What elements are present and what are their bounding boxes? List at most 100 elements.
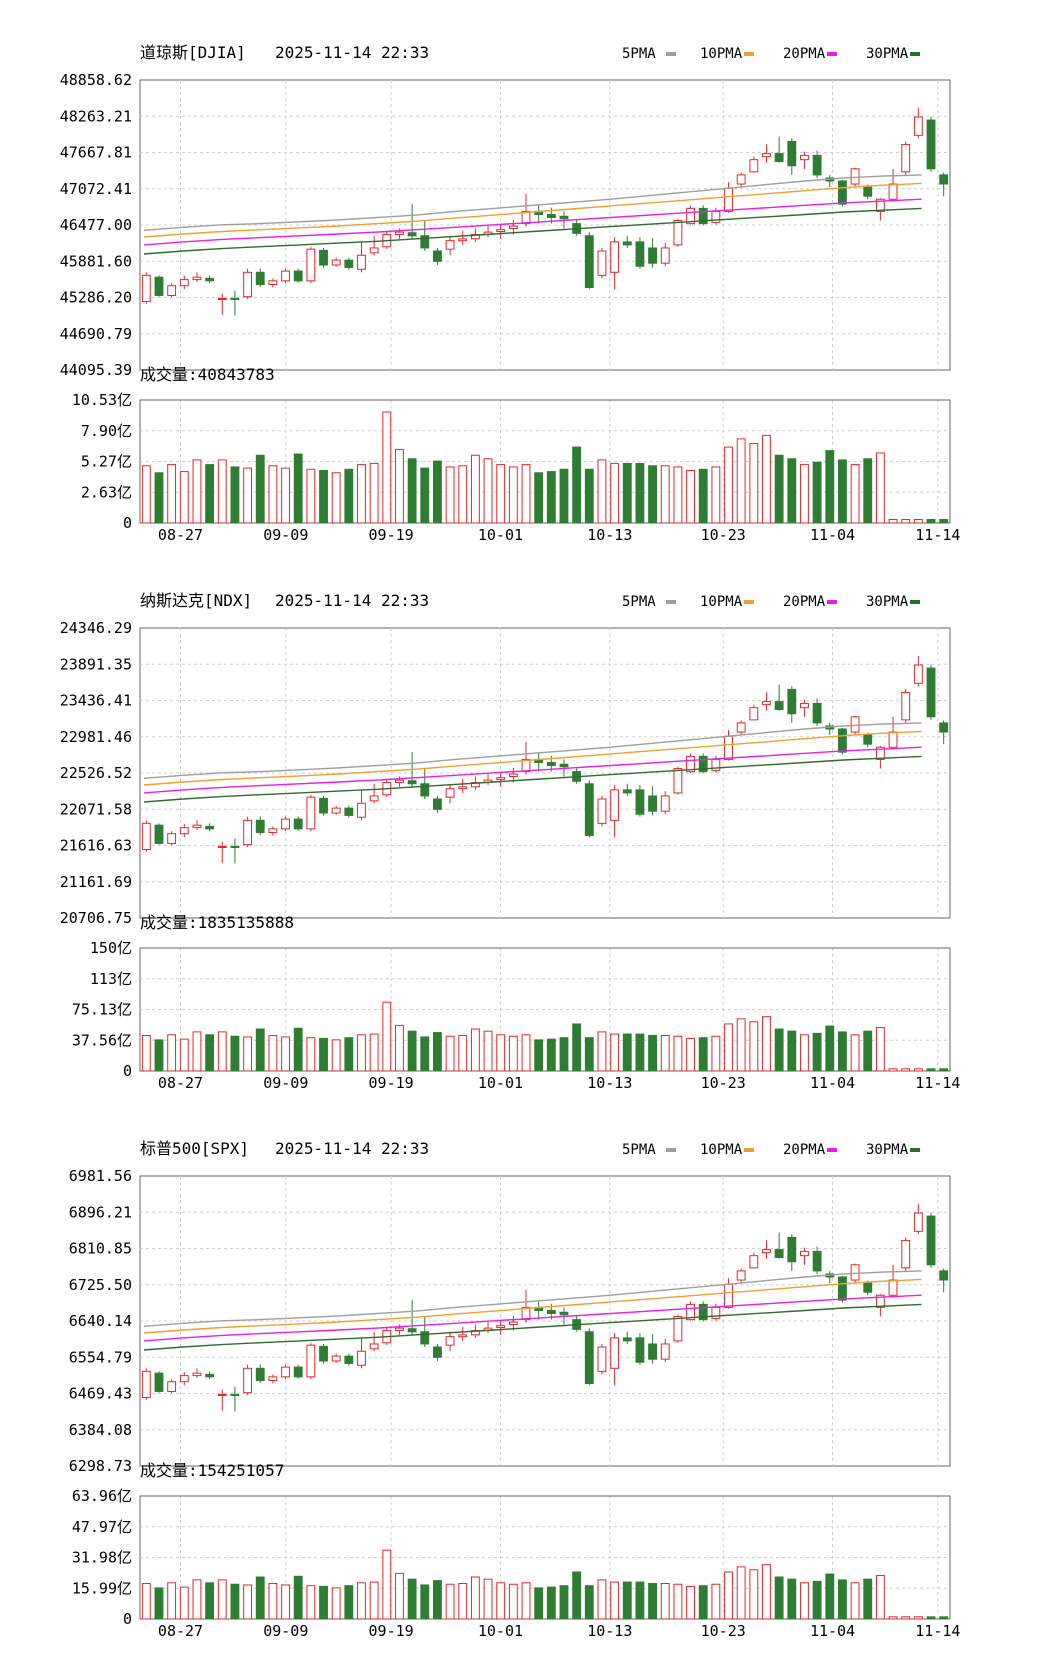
- candle-body-1-58: [875, 746, 885, 760]
- volume-bar-0-18: [369, 462, 379, 524]
- candle-body-2-0: [141, 1370, 151, 1399]
- candle-body-2-7: [230, 1393, 240, 1396]
- price-tick-1-8: 20706.75: [60, 909, 132, 927]
- candle-body-2-29: [508, 1321, 518, 1325]
- volume-bar-2-6: [217, 1579, 227, 1620]
- candle-body-0-62: [926, 119, 936, 170]
- volume-bar-0-20: [395, 448, 404, 524]
- candle-body-1-13: [306, 796, 316, 830]
- x-label-0-2: 09-19: [369, 526, 414, 544]
- price-tick-1-4: 22526.52: [60, 764, 132, 782]
- candle-body-2-43: [686, 1303, 695, 1321]
- chart-timestamp-1: 2025-11-14 22:33: [275, 591, 429, 610]
- volume-bar-0-14: [319, 469, 328, 524]
- candle-body-2-56: [850, 1264, 860, 1281]
- volume-bar-1-41: [660, 1035, 670, 1072]
- candle-body-2-5: [205, 1373, 215, 1378]
- volume-bar-2-22: [420, 1584, 430, 1620]
- candle-body-2-28: [496, 1325, 506, 1329]
- volume-bar-2-2: [167, 1582, 177, 1620]
- candle-body-2-14: [319, 1345, 328, 1362]
- candle-body-0-53: [812, 154, 822, 176]
- volume-bar-0-23: [432, 460, 442, 524]
- candle-body-0-59: [888, 183, 898, 200]
- candle-body-2-41: [660, 1343, 670, 1360]
- volume-bar-1-23: [432, 1032, 442, 1072]
- volume-bar-2-25: [458, 1583, 468, 1620]
- x-label-1-2: 09-19: [369, 1074, 414, 1092]
- volume-tick-1-1: 113亿: [90, 970, 132, 988]
- candle-body-0-58: [875, 198, 885, 212]
- volume-bar-1-43: [686, 1037, 695, 1072]
- price-tick-2-7: 6384.08: [69, 1421, 132, 1439]
- volume-bar-0-59: [888, 518, 898, 524]
- volume-bar-1-5: [205, 1034, 215, 1072]
- volume-label-1: 成交量:1835135888: [140, 913, 294, 932]
- volume-bar-0-58: [875, 452, 885, 524]
- volume-bar-0-17: [357, 464, 366, 524]
- x-label-0-0: 08-27: [158, 526, 203, 544]
- volume-bar-0-38: [622, 462, 632, 524]
- candle-body-1-7: [230, 845, 240, 848]
- volume-bar-1-54: [825, 1025, 835, 1072]
- candle-body-2-52: [800, 1250, 809, 1257]
- candle-body-2-40: [648, 1343, 658, 1360]
- candle-body-0-3: [179, 279, 189, 287]
- candle-body-2-37: [610, 1337, 620, 1369]
- volume-bar-0-21: [407, 458, 417, 524]
- ma-line-0-ma10: [143, 182, 922, 238]
- volume-tick-0-2: 5.27亿: [81, 453, 132, 471]
- candle-body-2-33: [559, 1311, 569, 1316]
- volume-bar-0-63: [939, 518, 949, 524]
- volume-bar-2-41: [660, 1583, 670, 1620]
- candle-body-0-44: [698, 207, 708, 225]
- volume-bar-0-61: [913, 518, 923, 524]
- volume-bar-1-16: [344, 1037, 354, 1072]
- candle-body-0-60: [901, 143, 911, 173]
- volume-bar-2-38: [622, 1581, 632, 1620]
- volume-bar-2-60: [901, 1616, 911, 1620]
- candle-body-2-25: [458, 1334, 468, 1338]
- volume-bar-2-13: [306, 1585, 316, 1620]
- volume-bar-1-59: [888, 1068, 898, 1072]
- candle-body-1-37: [610, 789, 620, 821]
- ma-line-2-ma20: [143, 1294, 922, 1342]
- candle-body-1-40: [648, 795, 658, 812]
- candle-body-1-48: [749, 707, 759, 721]
- x-label-2-4: 10-13: [587, 1622, 632, 1640]
- candle-body-2-24: [445, 1336, 455, 1346]
- price-tick-2-2: 6810.85: [69, 1240, 132, 1258]
- x-label-2-3: 10-01: [478, 1622, 523, 1640]
- volume-bar-0-12: [293, 453, 303, 524]
- legend-swatch-0-0: [666, 52, 676, 56]
- volume-bar-1-45: [711, 1035, 721, 1072]
- candle-body-1-29: [508, 773, 518, 777]
- candle-body-0-21: [407, 232, 417, 237]
- candle-body-0-48: [749, 159, 759, 173]
- volume-bar-0-36: [597, 459, 607, 524]
- x-label-0-5: 10-23: [701, 526, 746, 544]
- price-tick-0-7: 44690.79: [60, 325, 132, 343]
- candle-body-2-2: [167, 1381, 177, 1392]
- ma-line-2-ma30: [143, 1303, 922, 1351]
- candle-body-0-2: [167, 285, 177, 296]
- candle-body-1-53: [812, 702, 822, 724]
- candle-body-0-43: [686, 207, 695, 225]
- volume-bar-2-61: [913, 1616, 923, 1620]
- volume-bar-1-12: [293, 1027, 303, 1072]
- volume-bar-0-0: [141, 465, 151, 524]
- volume-bar-1-48: [749, 1021, 759, 1072]
- volume-bar-1-22: [420, 1036, 430, 1072]
- volume-bar-1-1: [154, 1039, 164, 1072]
- volume-bar-0-19: [382, 411, 392, 524]
- chart-title-1: 纳斯达克[NDX]: [140, 591, 252, 610]
- volume-bar-2-14: [319, 1585, 328, 1620]
- candle-body-1-41: [660, 795, 670, 812]
- volume-bar-0-40: [648, 465, 658, 524]
- volume-tick-2-4: 0: [123, 1610, 132, 1628]
- volume-bar-2-5: [205, 1582, 215, 1620]
- volume-bar-2-0: [141, 1583, 151, 1620]
- candle-body-0-38: [622, 241, 632, 246]
